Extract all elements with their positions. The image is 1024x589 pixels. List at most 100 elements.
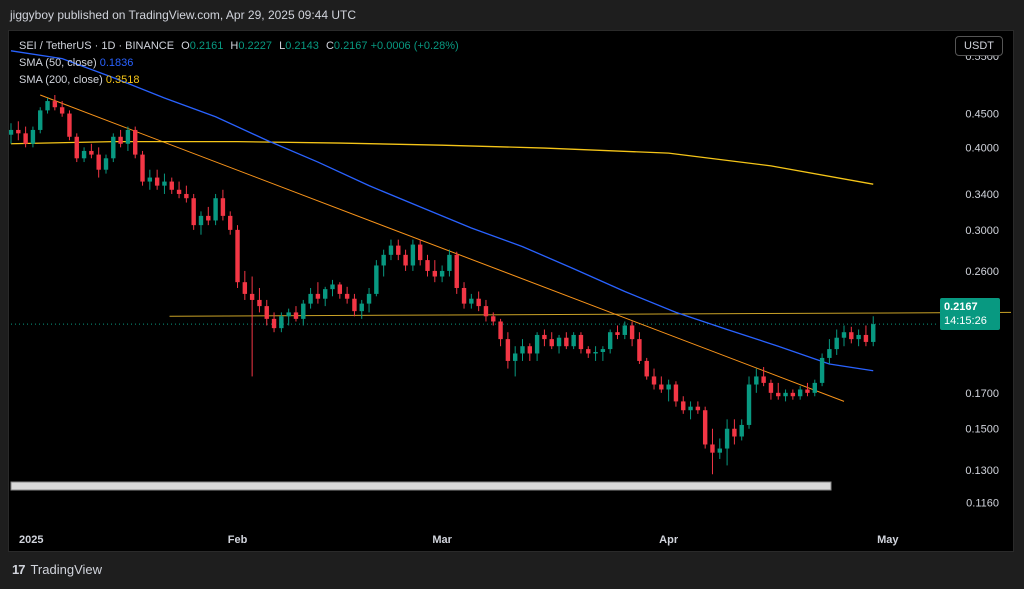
- candle-body[interactable]: [447, 254, 452, 271]
- candle-body[interactable]: [746, 384, 752, 425]
- candle-body[interactable]: [330, 284, 335, 290]
- candle-body[interactable]: [476, 298, 481, 307]
- candlestick-chart[interactable]: 0.11600.13000.15000.17000.23000.26000.30…: [9, 31, 1014, 552]
- candle-body[interactable]: [323, 289, 328, 299]
- candle-body[interactable]: [834, 337, 839, 350]
- candle-body[interactable]: [461, 287, 467, 304]
- candle-body[interactable]: [388, 245, 394, 255]
- candle-body[interactable]: [432, 270, 438, 277]
- candle-body[interactable]: [410, 244, 416, 266]
- candle-body[interactable]: [527, 346, 533, 354]
- candle-body[interactable]: [439, 270, 445, 277]
- candle-body[interactable]: [754, 376, 759, 385]
- candle-body[interactable]: [483, 306, 489, 317]
- candle-body[interactable]: [184, 193, 189, 199]
- candle-body[interactable]: [264, 306, 269, 319]
- candle-body[interactable]: [578, 334, 584, 350]
- candle-body[interactable]: [235, 229, 240, 283]
- candle-body[interactable]: [352, 298, 357, 312]
- candle-body[interactable]: [125, 129, 131, 144]
- candle-body[interactable]: [45, 101, 50, 111]
- candle-body[interactable]: [812, 382, 817, 393]
- sma200-row[interactable]: SMA (200, close) 0.3518: [19, 72, 459, 89]
- candle-body[interactable]: [586, 349, 591, 354]
- candle-body[interactable]: [695, 406, 701, 411]
- candle-body[interactable]: [717, 448, 722, 453]
- sma50-row[interactable]: SMA (50, close) 0.1836: [19, 55, 459, 72]
- candle-body[interactable]: [59, 107, 65, 114]
- candle-body[interactable]: [140, 154, 145, 182]
- candle-body[interactable]: [103, 158, 109, 170]
- candle-body[interactable]: [154, 177, 160, 186]
- candle-body[interactable]: [644, 360, 649, 377]
- candle-body[interactable]: [819, 357, 825, 383]
- candle-body[interactable]: [454, 254, 459, 288]
- candle-body[interactable]: [23, 133, 28, 144]
- candle-body[interactable]: [133, 129, 138, 155]
- candle-body[interactable]: [724, 428, 730, 449]
- candle-body[interactable]: [651, 376, 657, 385]
- candle-body[interactable]: [220, 198, 226, 216]
- candle-body[interactable]: [498, 321, 503, 340]
- candle-body[interactable]: [52, 101, 58, 108]
- chart-pane[interactable]: SEI / TetherUS · 1D · BINANCE O0.2161 H0…: [8, 30, 1014, 552]
- descending-trendline[interactable]: [40, 94, 845, 402]
- candle-body[interactable]: [469, 298, 474, 304]
- candle-body[interactable]: [198, 215, 204, 226]
- candle-body[interactable]: [403, 254, 408, 266]
- candle-body[interactable]: [9, 129, 14, 135]
- candle-body[interactable]: [534, 334, 540, 354]
- candle-body[interactable]: [337, 284, 343, 294]
- candle-body[interactable]: [344, 293, 350, 299]
- candle-body[interactable]: [681, 401, 686, 411]
- candle-body[interactable]: [147, 177, 153, 182]
- candle-body[interactable]: [520, 346, 525, 354]
- candle-body[interactable]: [118, 136, 123, 144]
- symbol-name[interactable]: SEI / TetherUS · 1D · BINANCE: [19, 40, 175, 52]
- candle-body[interactable]: [505, 339, 511, 361]
- candle-body[interactable]: [89, 150, 94, 155]
- candle-body[interactable]: [615, 332, 620, 335]
- candle-body[interactable]: [257, 299, 262, 307]
- candle-body[interactable]: [315, 293, 321, 299]
- candle-body[interactable]: [308, 293, 313, 304]
- candle-body[interactable]: [206, 215, 211, 221]
- candle-body[interactable]: [286, 312, 291, 317]
- candle-body[interactable]: [732, 428, 737, 437]
- candle-body[interactable]: [783, 392, 788, 397]
- candle-body[interactable]: [776, 392, 781, 397]
- candle-body[interactable]: [169, 181, 174, 190]
- candle-body[interactable]: [16, 129, 21, 134]
- candle-body[interactable]: [176, 189, 182, 194]
- candle-body[interactable]: [739, 424, 744, 437]
- candle-body[interactable]: [38, 110, 43, 130]
- candle-body[interactable]: [571, 334, 576, 347]
- candle-body[interactable]: [607, 332, 613, 350]
- candle-body[interactable]: [790, 392, 796, 397]
- candle-body[interactable]: [491, 316, 496, 322]
- candle-body[interactable]: [849, 332, 854, 340]
- candle-body[interactable]: [512, 353, 518, 361]
- sma50-line[interactable]: [10, 50, 874, 372]
- candle-body[interactable]: [871, 324, 876, 342]
- candle-body[interactable]: [359, 303, 364, 312]
- candle-body[interactable]: [863, 334, 869, 342]
- candle-body[interactable]: [622, 325, 627, 335]
- candle-body[interactable]: [556, 337, 562, 347]
- candle-body[interactable]: [162, 181, 167, 186]
- candle-body[interactable]: [629, 325, 635, 340]
- candle-body[interactable]: [396, 245, 401, 255]
- currency-button[interactable]: USDT: [955, 36, 1003, 56]
- candle-body[interactable]: [293, 312, 299, 319]
- candle-body[interactable]: [30, 129, 36, 144]
- candle-body[interactable]: [374, 265, 379, 294]
- candle-body[interactable]: [111, 136, 116, 159]
- candle-body[interactable]: [564, 337, 569, 347]
- candle-body[interactable]: [301, 303, 306, 319]
- candle-body[interactable]: [666, 384, 671, 390]
- candle-body[interactable]: [425, 260, 430, 271]
- candle-body[interactable]: [593, 352, 598, 354]
- candle-body[interactable]: [688, 406, 693, 411]
- candle-body[interactable]: [768, 382, 774, 393]
- candle-body[interactable]: [228, 215, 233, 230]
